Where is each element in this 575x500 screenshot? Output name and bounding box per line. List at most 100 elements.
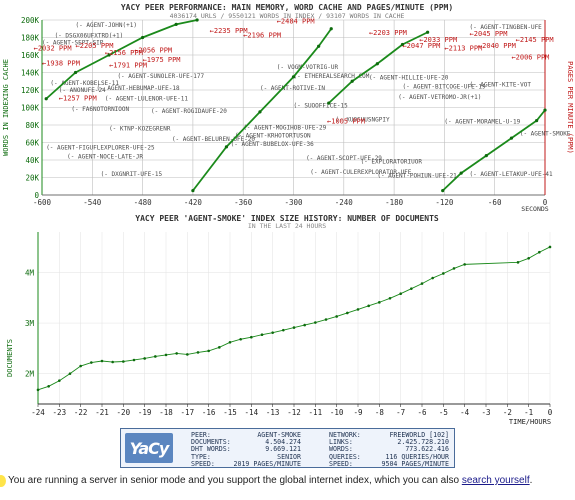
x-tick-label: -300 — [284, 198, 303, 207]
cache-series-point — [400, 42, 405, 47]
peer-label: (- AGENT-ROGIDAUFE-20 — [151, 108, 227, 115]
ppm-label: ←1975 PPM — [143, 56, 181, 64]
peer-label: (- AGENT-JOHN(+1) — [76, 22, 137, 29]
documents-series-point — [516, 261, 520, 264]
cache-series-line — [442, 109, 546, 192]
x-tick-label: -4 — [460, 408, 470, 417]
documents-series-point — [527, 257, 530, 260]
cache-series-point — [291, 75, 296, 79]
y-axis-label: DOCUMENTS — [6, 339, 14, 377]
search-yourself-link[interactable]: search yourself — [461, 475, 530, 486]
peer-label: (- ANONUFE-24 — [59, 87, 106, 94]
documents-series-point — [378, 301, 381, 304]
y-tick-label: 0 — [34, 191, 39, 200]
documents-series-point — [58, 379, 61, 383]
peer-info-table: YaCy PEER: AGENT-SMOKE NETWORK: FREEWORLD [… — [120, 428, 455, 468]
x-tick-label: -22 — [74, 408, 88, 417]
documents-series-point — [260, 333, 264, 336]
x-tick-label: -360 — [234, 198, 253, 207]
peer-label: (- AGENT-KITE-VOT — [470, 82, 532, 89]
ppm-label: ←2032 PPM — [34, 45, 72, 53]
y-tick-label: 4M — [25, 268, 35, 277]
documents-series-point — [186, 353, 189, 356]
x-tick-label: -10 — [330, 408, 344, 417]
peer-label: (- AGENT-HEBUMAP-UFE-18 — [96, 85, 179, 92]
ppm-label: ←2040 PPM — [478, 42, 516, 50]
cache-series-point — [107, 53, 111, 57]
documents-series-point — [346, 311, 349, 315]
right-axis-label: PAGES PER MINUTE (PPM) — [566, 61, 574, 154]
documents-series-point — [431, 276, 434, 280]
x-tick-label: -420 — [184, 198, 203, 207]
peer-label: (- AGENT-SUNOLER-UFE-177 — [117, 73, 204, 80]
cache-series-point — [224, 145, 229, 149]
y-axis-label: WORDS IN INDEXING CACHE — [2, 59, 10, 156]
x-tick-label: -1 — [524, 408, 533, 417]
cache-series-point — [327, 101, 331, 105]
x-tick-label: -480 — [134, 198, 153, 207]
documents-series-point — [111, 360, 114, 364]
documents-series-point — [36, 388, 40, 392]
peer-label: (- DXGNRIT-UFE-15 — [101, 171, 163, 178]
info-value: 116 QUERIES/HOUR — [385, 452, 449, 461]
info-value: AGENT-SMOKE — [257, 431, 301, 439]
status-indicator-icon — [0, 475, 6, 487]
cache-series-point — [141, 35, 145, 40]
peer-label: (- AGENT-SMOKE — [520, 131, 571, 138]
documents-series-point — [132, 358, 136, 362]
cache-series-point — [44, 97, 48, 101]
documents-series-point — [250, 335, 253, 339]
x-tick-label: -7 — [396, 408, 405, 417]
info-value: FREEWORLD [102] — [389, 431, 449, 439]
info-label: DHT WORDS: — [191, 445, 231, 454]
x-tick-label: -120 — [435, 198, 454, 207]
peer-label: (- DSGX06UFXTRD(+1) — [55, 33, 124, 40]
y-tick-label: 2M — [25, 370, 35, 379]
peer-label: (- AGENT-FIGUFLEXPLORER-UFE-25 — [46, 145, 155, 152]
documents-series-point — [175, 352, 178, 355]
documents-series-point — [228, 340, 232, 344]
x-tick-label: -14 — [245, 408, 259, 417]
info-label: DOCUMENTS: — [191, 438, 231, 447]
chart-title: YACY PEER 'AGENT-SMOKE' INDEX SIZE HISTO… — [135, 214, 439, 223]
peer-label: (- AGENT-ROTIVE-IN — [260, 85, 325, 92]
index-size-history-chart: YACY PEER 'AGENT-SMOKE' INDEX SIZE HISTO… — [6, 214, 553, 426]
y-tick-label: 160K — [21, 51, 40, 60]
x-tick-label: 0 — [548, 408, 553, 417]
x-tick-label: -23 — [53, 408, 67, 417]
peer-label: (- AGENT-HILLIE-UFE-20 — [369, 75, 449, 82]
peer-label: (- AGENT-POHIUN-UFE-21 — [377, 173, 457, 180]
x-tick-label: -2 — [503, 408, 512, 417]
cache-series-point — [191, 189, 195, 193]
ppm-label: ←2484 PPM — [277, 18, 315, 26]
info-label: TYPE: — [191, 452, 211, 461]
x-tick-label: -19 — [138, 408, 152, 417]
ppm-label: ←1257 PPM — [59, 95, 97, 103]
info-value: 4.504.274 — [265, 438, 301, 447]
x-tick-label: -540 — [83, 198, 102, 207]
x-tick-label: -13 — [266, 408, 280, 417]
ppm-label: ←2205 PPM — [76, 42, 114, 50]
documents-series-point — [442, 272, 445, 275]
y-tick-label: 3M — [25, 319, 35, 328]
x-tick-label: -600 — [33, 198, 52, 207]
documents-series-point — [100, 359, 104, 363]
x-tick-label: -60 — [488, 198, 502, 207]
cache-series-point — [509, 136, 514, 140]
documents-series-point — [154, 355, 157, 358]
peer-label: (- AGENT-SEPT-SIP — [42, 40, 104, 47]
chart-subtitle: IN THE LAST 24 HOURS — [248, 222, 326, 230]
x-tick-label: -3 — [481, 408, 490, 417]
info-label: SPEED: — [329, 459, 353, 468]
cache-series-point — [350, 79, 354, 83]
documents-series-point — [143, 357, 146, 360]
cache-series-point — [375, 62, 379, 66]
documents-series-point — [68, 372, 72, 375]
documents-series-point — [90, 361, 93, 364]
peer-label: (- FA6NOTORNIOON — [71, 106, 129, 113]
peer-label: (- AGENT-KRHOTORTUSON — [235, 132, 311, 139]
peer-label: (- AGENT-LULENOR-UFE-11 — [105, 96, 188, 103]
documents-series-point — [335, 315, 338, 318]
x-axis-label: SECONDS — [521, 205, 548, 212]
x-tick-label: -180 — [385, 198, 404, 207]
